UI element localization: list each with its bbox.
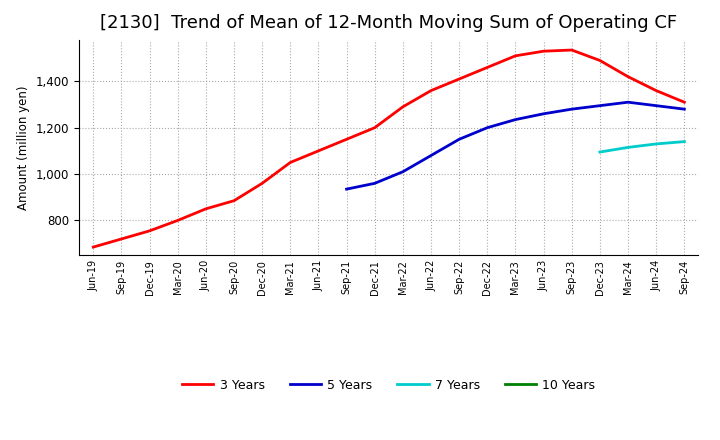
- 3 Years: [595, 58, 604, 63]
- 5 Years: [427, 153, 436, 158]
- 3 Years: [511, 53, 520, 59]
- 5 Years: [399, 169, 408, 174]
- 7 Years: [595, 150, 604, 155]
- 3 Years: [314, 148, 323, 154]
- 3 Years: [427, 88, 436, 93]
- 3 Years: [342, 137, 351, 142]
- 5 Years: [511, 117, 520, 122]
- 7 Years: [680, 139, 688, 144]
- 3 Years: [567, 48, 576, 53]
- 5 Years: [483, 125, 492, 130]
- 3 Years: [652, 88, 660, 93]
- 3 Years: [202, 206, 210, 212]
- 5 Years: [342, 187, 351, 192]
- 5 Years: [680, 106, 688, 112]
- 7 Years: [652, 141, 660, 147]
- 3 Years: [174, 218, 182, 223]
- 3 Years: [286, 160, 294, 165]
- 3 Years: [258, 181, 266, 186]
- 5 Years: [567, 106, 576, 112]
- 5 Years: [455, 137, 464, 142]
- Legend: 3 Years, 5 Years, 7 Years, 10 Years: 3 Years, 5 Years, 7 Years, 10 Years: [177, 374, 600, 396]
- 3 Years: [399, 104, 408, 110]
- Y-axis label: Amount (million yen): Amount (million yen): [17, 85, 30, 209]
- 5 Years: [624, 99, 632, 105]
- 5 Years: [595, 103, 604, 108]
- 5 Years: [370, 181, 379, 186]
- Line: 5 Years: 5 Years: [346, 102, 684, 189]
- 3 Years: [370, 125, 379, 130]
- 3 Years: [680, 99, 688, 105]
- 3 Years: [624, 74, 632, 79]
- 3 Years: [483, 65, 492, 70]
- Line: 7 Years: 7 Years: [600, 142, 684, 152]
- 3 Years: [455, 77, 464, 82]
- Line: 3 Years: 3 Years: [94, 50, 684, 247]
- Title: [2130]  Trend of Mean of 12-Month Moving Sum of Operating CF: [2130] Trend of Mean of 12-Month Moving …: [100, 15, 678, 33]
- 3 Years: [230, 198, 238, 203]
- 5 Years: [652, 103, 660, 108]
- 3 Years: [145, 228, 154, 234]
- 3 Years: [117, 236, 126, 242]
- 5 Years: [539, 111, 548, 117]
- 7 Years: [624, 145, 632, 150]
- 3 Years: [539, 48, 548, 54]
- 3 Years: [89, 245, 98, 250]
